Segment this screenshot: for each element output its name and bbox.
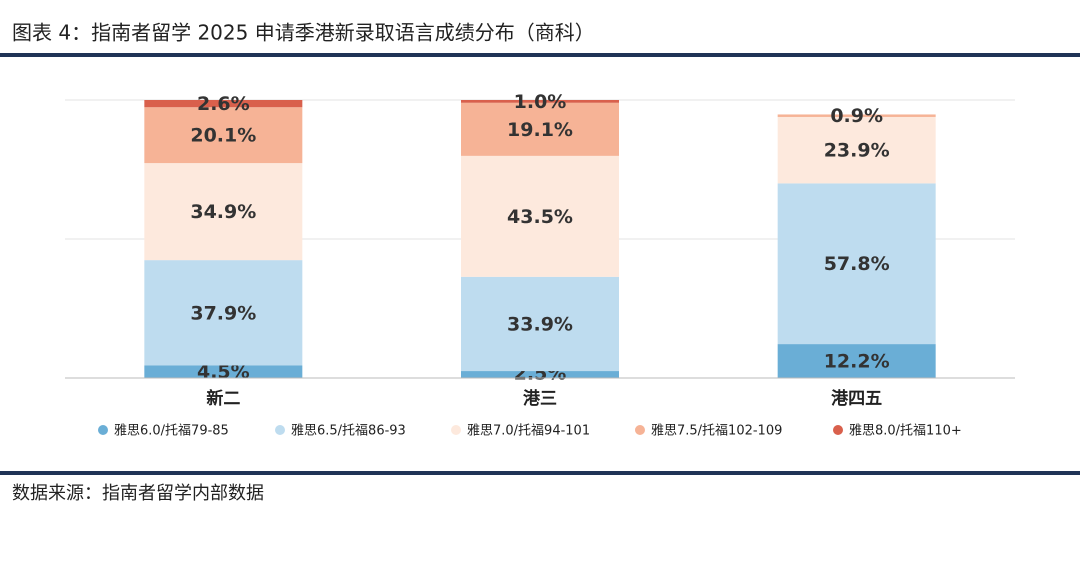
legend-label: 雅思6.5/托福86-93 [291, 424, 406, 439]
x-tick-label: 新二 [206, 388, 240, 409]
legend-label: 雅思6.0/托福79-85 [114, 424, 229, 439]
legend-label: 雅思8.0/托福110+ [849, 424, 962, 439]
bar-segment [777, 114, 936, 117]
value-label: 20.1% [190, 125, 256, 147]
bar-segment [144, 100, 303, 108]
plot: 4.5%37.9%34.9%20.1%2.6%新二2.5%33.9%43.5%1… [65, 91, 1015, 439]
bar-segment [461, 371, 619, 378]
bar-segment [461, 102, 619, 156]
footer-rule [0, 471, 1080, 475]
bar-segment [777, 116, 936, 184]
legend-swatch [635, 425, 645, 435]
value-label: 57.8% [824, 253, 890, 275]
bar-segment [144, 260, 303, 366]
bar-segment [777, 344, 936, 378]
bar-segment [461, 155, 619, 277]
x-tick-label: 港三 [523, 388, 557, 409]
legend-swatch [451, 425, 461, 435]
value-label: 2.6% [197, 93, 250, 115]
legend-label: 雅思7.0/托福94-101 [467, 424, 590, 439]
value-label: 34.9% [190, 201, 256, 223]
header-rule [0, 53, 1080, 57]
legend-swatch [833, 425, 843, 435]
bar-segment [144, 365, 303, 378]
chart-title: 图表 4：指南者留学 2025 申请季港新录取语言成绩分布（商科） [12, 21, 595, 45]
bar-segment [777, 183, 936, 345]
value-label: 19.1% [507, 119, 573, 141]
legend-swatch [98, 425, 108, 435]
value-label: 0.9% [830, 105, 883, 127]
x-tick-label: 港四五 [831, 388, 882, 409]
legend-swatch [275, 425, 285, 435]
bar-segment [461, 276, 619, 372]
value-label: 23.9% [824, 140, 890, 162]
value-label: 1.0% [514, 91, 567, 113]
value-label: 33.9% [507, 313, 573, 335]
value-label: 43.5% [507, 206, 573, 228]
bar-segment [461, 100, 619, 103]
bar-segment [144, 163, 303, 261]
bar-segment [144, 107, 303, 164]
source-note: 数据来源：指南者留学内部数据 [12, 483, 264, 504]
legend-label: 雅思7.5/托福102-109 [651, 424, 782, 439]
value-label: 12.2% [824, 351, 890, 373]
value-label: 37.9% [190, 302, 256, 324]
